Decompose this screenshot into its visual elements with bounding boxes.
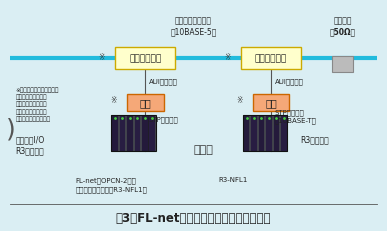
Text: AUIケーブル: AUIケーブル — [275, 78, 304, 85]
FancyBboxPatch shape — [134, 116, 140, 151]
FancyBboxPatch shape — [148, 116, 155, 151]
Text: R3-NFL1: R3-NFL1 — [219, 177, 248, 183]
Text: トランシーバ: トランシーバ — [129, 55, 161, 63]
Text: ※: ※ — [98, 53, 105, 62]
Text: 終端抵抗
（50Ω）: 終端抵抗 （50Ω） — [329, 17, 356, 36]
Text: ・・・: ・・・ — [193, 144, 213, 154]
FancyBboxPatch shape — [115, 48, 175, 70]
Text: ハブ: ハブ — [265, 98, 277, 108]
Text: STPケーブル
（10BASE-T）: STPケーブル （10BASE-T） — [275, 109, 317, 123]
Text: トランシーバ: トランシーバ — [255, 55, 287, 63]
FancyBboxPatch shape — [265, 116, 272, 151]
FancyBboxPatch shape — [241, 48, 301, 70]
FancyBboxPatch shape — [126, 116, 133, 151]
Text: ※: ※ — [236, 96, 242, 105]
FancyBboxPatch shape — [272, 116, 279, 151]
Text: ※: ※ — [110, 96, 116, 105]
FancyBboxPatch shape — [127, 94, 163, 111]
Text: AUIケーブル: AUIケーブル — [149, 78, 178, 85]
FancyBboxPatch shape — [252, 94, 289, 111]
FancyBboxPatch shape — [141, 116, 147, 151]
FancyBboxPatch shape — [258, 116, 264, 151]
Text: R3シリーズ: R3シリーズ — [300, 135, 329, 144]
Text: イエローケーブル
（10BASE-5）: イエローケーブル （10BASE-5） — [170, 17, 217, 36]
Text: FL-net（OPCN-2）用
通信カード（形式：R3-NFL1）: FL-net（OPCN-2）用 通信カード（形式：R3-NFL1） — [75, 177, 147, 192]
FancyBboxPatch shape — [119, 116, 125, 151]
Text: ): ) — [6, 117, 16, 141]
FancyBboxPatch shape — [250, 116, 257, 151]
Text: 図3　FL-netを使用した多重伝送システム: 図3 FL-netを使用した多重伝送システム — [116, 211, 271, 224]
Text: STPケーブル: STPケーブル — [149, 116, 179, 123]
FancyBboxPatch shape — [243, 116, 250, 151]
Text: ※、エム・システム技研推
薦品をご用意くださ
い。推薦品について
はエム・システム技
研にご相談ください。: ※、エム・システム技研推 薦品をご用意くださ い。推薦品について はエム・システ… — [15, 87, 59, 122]
Text: ハブ: ハブ — [139, 98, 151, 108]
FancyBboxPatch shape — [280, 116, 286, 151]
FancyBboxPatch shape — [332, 57, 353, 72]
Text: リモートI/O
R3シリーズ: リモートI/O R3シリーズ — [15, 135, 45, 155]
Text: ※: ※ — [224, 53, 231, 62]
FancyBboxPatch shape — [111, 116, 118, 151]
